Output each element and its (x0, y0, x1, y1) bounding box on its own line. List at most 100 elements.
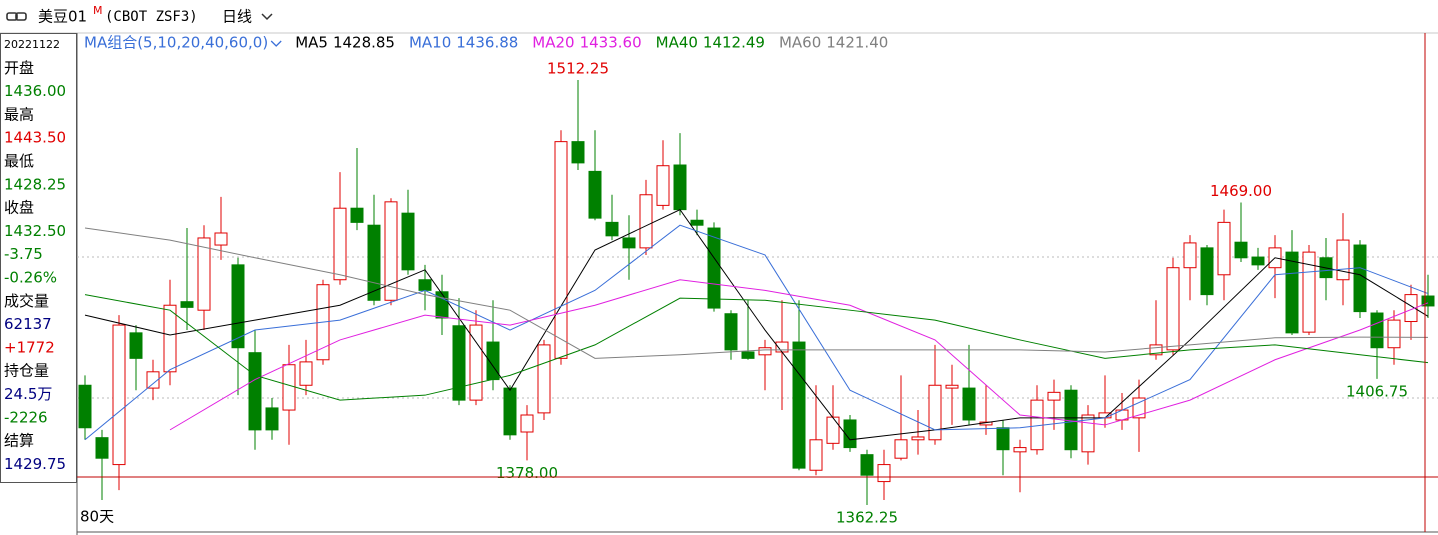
info-item: 1443.50 (4, 129, 66, 147)
candle-body (78, 384, 92, 429)
legend-chevron[interactable] (270, 40, 282, 47)
extreme-label: 1378.00 (496, 464, 558, 482)
info-item: 最低 (4, 152, 34, 170)
info-item: +1772 (4, 338, 55, 356)
candle-body (1353, 244, 1367, 313)
candle-body (265, 407, 279, 431)
candle-body (1081, 414, 1095, 453)
candle-body (129, 332, 143, 359)
extreme-label: 1469.00 (1210, 182, 1272, 200)
candle-body (214, 232, 228, 246)
candle-body (520, 414, 534, 433)
candle-body (673, 164, 687, 211)
ma-line (84, 227, 1429, 359)
info-item: -0.26% (4, 269, 57, 287)
candle-body (1217, 221, 1231, 276)
candle-body (588, 170, 602, 219)
symbol[interactable]: 美豆01 (38, 8, 87, 26)
info-item: 1428.25 (4, 175, 66, 193)
ma-line (84, 294, 1429, 401)
info-panel (0, 33, 77, 483)
candle-body (758, 347, 772, 356)
legend-value: 1436.88 (456, 34, 518, 52)
candle-body (333, 207, 347, 281)
candle-body (112, 324, 126, 466)
candle-body (418, 279, 432, 291)
info-item: 24.5万 (4, 385, 52, 403)
ma-line (84, 208, 1429, 441)
candle-body (1421, 295, 1435, 307)
legend-name: MA20 (532, 34, 574, 52)
candle-body (1132, 397, 1146, 419)
candle-body (707, 227, 721, 309)
candle-body (724, 313, 738, 351)
candle-body (639, 194, 653, 249)
candle-body (1404, 294, 1418, 323)
info-item: 开盘 (4, 59, 34, 77)
candle-body (962, 387, 976, 421)
period-chevron[interactable] (261, 13, 273, 21)
candle-body (1251, 256, 1265, 266)
candle-body (877, 464, 891, 483)
candle-body (537, 344, 551, 414)
legend-value: 1412.49 (703, 34, 765, 52)
candle-body (435, 291, 449, 319)
candle-body (503, 387, 517, 436)
info-item: 20221122 (4, 38, 60, 51)
info-item: 持仓量 (4, 362, 49, 380)
link-icon[interactable] (6, 12, 27, 21)
candle-body (792, 341, 806, 469)
candle-body (1166, 267, 1180, 351)
candle-body (299, 361, 313, 386)
candle-body (180, 301, 194, 308)
info-item: -3.75 (4, 245, 43, 263)
candle-body (622, 237, 636, 249)
legend: MA组合(5,10,20,40,60,0) MA5 1428.85 MA10 1436.… (84, 34, 888, 52)
range-label: 80天 (80, 508, 114, 526)
toolbar (0, 0, 1438, 33)
legend-title[interactable]: MA组合(5,10,20,40,60,0) (84, 34, 268, 52)
candle-body (656, 165, 670, 206)
info-items: 20221122 开盘 1436.00 最高 1443.50 最低 1428.25 收盘 143… (4, 38, 66, 473)
extreme-label: 1362.25 (836, 508, 898, 526)
candle-body (1370, 312, 1384, 349)
candle-body (1149, 344, 1163, 356)
info-item: 1429.75 (4, 455, 66, 473)
candle-body (401, 212, 415, 271)
legend-name: MA60 (779, 34, 821, 52)
candle-body (95, 437, 109, 459)
candle-body (860, 454, 874, 476)
candle-body (554, 141, 568, 359)
candle-body (571, 141, 585, 164)
legend-name: MA5 (295, 34, 328, 52)
legend-value: 1421.40 (826, 34, 888, 52)
candle-body (826, 416, 840, 444)
candle-body (1047, 391, 1061, 401)
candle-body (1285, 251, 1299, 334)
legend-value: 1433.60 (580, 34, 642, 52)
candle-body (350, 207, 364, 223)
candle-body (945, 384, 959, 389)
candle-body (1183, 242, 1197, 269)
legend-name: MA10 (409, 34, 451, 52)
legend-value: 1428.85 (333, 34, 395, 52)
legend-name: MA40 (656, 34, 698, 52)
candle-body (163, 304, 177, 373)
candle-body (231, 264, 245, 349)
candle-body (1200, 247, 1214, 296)
candle-body (469, 324, 483, 401)
info-item: 1432.50 (4, 222, 66, 240)
candle-body (197, 237, 211, 311)
period[interactable]: 日线 (222, 8, 252, 26)
candle-body (1336, 239, 1350, 281)
candle-body (452, 325, 466, 401)
candle-body (741, 351, 755, 359)
candle-body (605, 221, 619, 237)
info-item: -2226 (4, 408, 48, 426)
candle-body (911, 436, 925, 441)
info-item: 62137 (4, 315, 52, 333)
contract-code: (CBOT ZSF3) (105, 9, 198, 25)
candle-body (384, 201, 398, 301)
candle-body (1013, 447, 1027, 453)
